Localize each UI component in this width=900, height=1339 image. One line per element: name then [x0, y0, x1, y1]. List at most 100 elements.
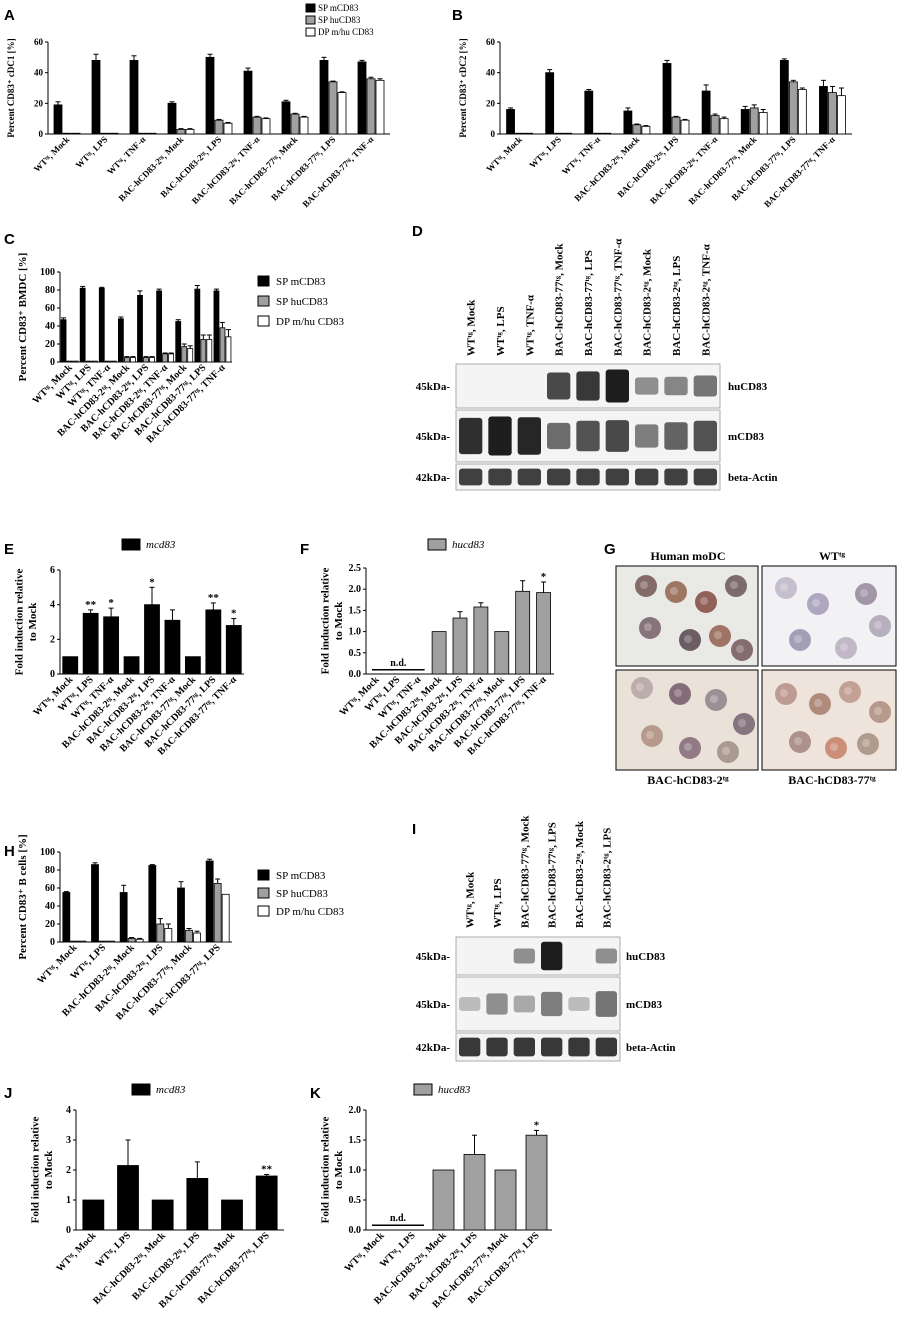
micro-title-2: WTᵗᵍ	[819, 549, 846, 563]
y-axis-label: Percent CD83⁺ BMDC [%]	[17, 253, 29, 382]
legend-swatch-sp-hu	[305, 15, 316, 25]
bar	[536, 592, 551, 675]
legend-swatch-dp	[257, 905, 270, 917]
x-tick-label: BAC-hCD83-77ᵗᵍ, LPS	[729, 134, 797, 202]
bar	[62, 656, 79, 675]
blot-band	[517, 468, 541, 486]
blot-band	[664, 468, 688, 486]
bar	[797, 89, 807, 135]
bar	[584, 90, 594, 135]
bar	[193, 932, 201, 943]
bar	[506, 109, 515, 135]
bar	[194, 288, 201, 363]
blot-band	[576, 420, 600, 452]
blot-band	[568, 1037, 590, 1057]
bar	[200, 339, 207, 363]
y-tick-label: 0	[50, 357, 55, 368]
bar	[60, 319, 67, 363]
bar	[205, 860, 214, 943]
significance-label: **	[261, 1164, 273, 1176]
y-axis-label: Fold induction relativeto Mock	[320, 1117, 345, 1224]
stained-cell	[807, 593, 829, 615]
lane-label: WTᵗᵍ, LPS	[495, 306, 507, 356]
legend-swatch-sp-hu	[257, 887, 270, 899]
x-tick-label: BAC-hCD83-2ᵗᵍ, LPS	[130, 1230, 203, 1303]
bar	[281, 101, 291, 135]
bar	[758, 112, 768, 135]
blot-band	[488, 416, 512, 456]
bar	[554, 132, 564, 135]
blot-band	[541, 941, 563, 971]
y-tick-label: 2	[50, 634, 55, 645]
y-tick-label: 60	[34, 37, 44, 47]
bar	[515, 590, 531, 675]
cell-highlight	[722, 747, 730, 755]
cell-highlight	[674, 689, 682, 697]
bar	[680, 119, 690, 135]
blot-band	[459, 417, 483, 455]
blot-band	[513, 948, 535, 964]
chart-j: 0 1 2 3 4 Fold induction relativeto Mock WTᵗᵍ,…	[30, 1105, 284, 1310]
stained-cell	[733, 713, 755, 735]
bar	[213, 883, 222, 943]
bar	[127, 938, 136, 943]
bar	[261, 118, 271, 135]
stained-cell	[869, 701, 891, 723]
y-tick-label: 1.0	[349, 1165, 362, 1176]
cell-highlight	[780, 689, 788, 697]
bar	[175, 321, 182, 363]
bar	[162, 353, 169, 363]
blot-row-label: beta-Actin	[626, 1042, 676, 1054]
blot-band	[605, 369, 629, 403]
bar	[243, 70, 253, 135]
y-tick-label: 0	[66, 1225, 71, 1236]
y-tick-label: 1.5	[349, 605, 362, 616]
stained-cell	[809, 693, 831, 715]
stained-cell	[835, 637, 857, 659]
bar	[70, 940, 79, 943]
y-tick-label: 20	[34, 98, 44, 108]
bar	[494, 1169, 517, 1231]
cell-highlight	[794, 635, 802, 643]
bar	[223, 122, 233, 135]
bar	[623, 110, 633, 135]
bar	[137, 294, 143, 363]
bar	[99, 940, 107, 943]
blot-band	[576, 468, 600, 486]
bar	[53, 104, 63, 135]
lane-label: BAC-hCD83-2ᵗᵍ, Mock	[642, 248, 654, 356]
y-tick-label: 80	[45, 285, 55, 296]
lane-label: BAC-hCD83-77ᵗᵍ, Mock	[554, 243, 566, 356]
blot-band	[541, 1037, 563, 1057]
bar	[168, 353, 175, 363]
bar	[701, 90, 711, 135]
x-tick-label: WTᵗᵍ, LPS	[74, 134, 110, 170]
blot-row-label: beta-Actin	[728, 472, 778, 484]
cell-highlight	[830, 743, 838, 751]
y-tick-label: 2	[66, 1165, 71, 1176]
cell-highlight	[814, 699, 822, 707]
cell-highlight	[840, 643, 848, 651]
bar	[213, 290, 220, 363]
blot-band	[576, 371, 600, 401]
bar	[719, 118, 729, 135]
y-axis-label: Percent CD83⁺ cDC1 [%]	[6, 38, 16, 137]
y-axis-label: Fold induction relativeto Mock	[320, 568, 345, 675]
blot-band	[595, 948, 617, 964]
bar	[135, 938, 144, 943]
blot-band	[459, 1037, 481, 1057]
stained-cell	[665, 581, 687, 603]
stained-cell	[635, 575, 657, 597]
x-tick-label: BAC-hCD83-77ᵗᵍ, Mock	[686, 134, 758, 206]
blot-band	[486, 993, 508, 1015]
blot-band	[547, 372, 571, 400]
bar	[740, 109, 750, 135]
y-tick-label: 60	[45, 303, 55, 314]
bar	[221, 1199, 243, 1231]
lane-label: BAC-hCD83-2ᵗᵍ, TNF-α	[700, 243, 712, 356]
blot-band	[635, 424, 659, 448]
bar	[71, 132, 81, 135]
bar	[110, 360, 117, 363]
x-tick-label: WTᵗᵍ, Mock	[54, 1230, 98, 1274]
